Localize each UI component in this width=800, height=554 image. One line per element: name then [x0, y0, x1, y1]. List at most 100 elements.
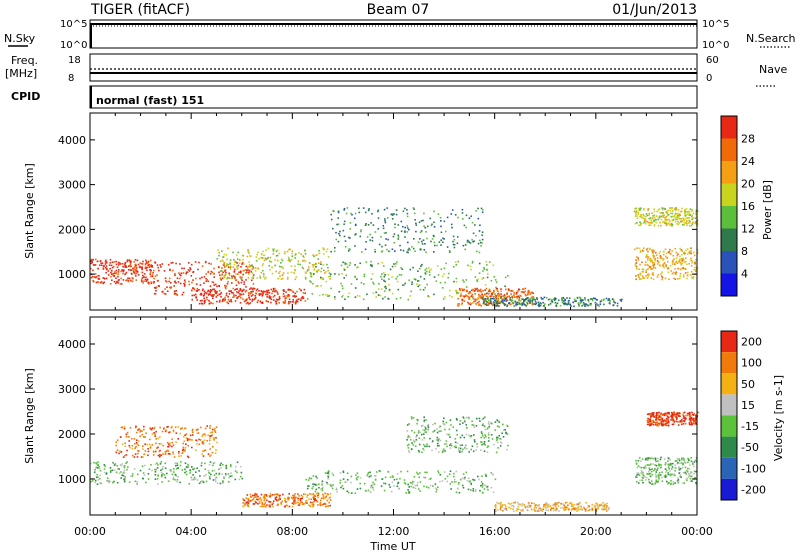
power-echo-cell: [344, 263, 346, 265]
power-echo-cell: [313, 263, 315, 266]
power-echo-cell: [662, 258, 665, 260]
power-echo-cell: [255, 292, 258, 295]
power-echo-cell: [344, 298, 346, 301]
velocity-echo-cell: [180, 461, 182, 463]
power-echo-cell: [417, 280, 420, 282]
power-echo-cell: [531, 299, 534, 302]
velocity-echo-cell: [684, 419, 686, 421]
velocity-echo-cell: [272, 505, 274, 508]
velocity-echo-cell: [218, 468, 220, 471]
power-echo-cell: [380, 288, 383, 290]
velocity-echo-cell: [169, 431, 171, 433]
velocity-echo-cell: [199, 475, 201, 477]
power-echo-cell: [94, 258, 97, 261]
power-echo-cell: [313, 269, 315, 271]
velocity-echo-cell: [147, 454, 149, 457]
power-echo-cell: [687, 253, 689, 255]
power-echo-cell: [420, 220, 423, 222]
power-echo-cell: [221, 277, 224, 279]
power-echo-cell: [298, 288, 301, 290]
power-echo-cell: [250, 279, 253, 282]
velocity-echo-cell: [655, 412, 658, 415]
velocity-echo-cell: [204, 468, 206, 471]
power-echo-cell: [562, 300, 565, 302]
velocity-echo-cell: [269, 492, 272, 495]
power-echo-cell: [110, 273, 113, 276]
velocity-echo-cell: [142, 448, 144, 450]
power-echo-cell: [511, 290, 514, 292]
velocity-echo-cell: [373, 483, 376, 485]
power-echo-cell: [201, 276, 203, 279]
power-echo-cell: [539, 304, 542, 307]
power-echo-cell: [246, 267, 249, 269]
velocity-echo-cell: [457, 483, 460, 485]
power-echo-cell: [477, 278, 479, 281]
power-echo-cell: [672, 271, 675, 274]
velocity-echo-cell: [674, 474, 676, 477]
power-echo-cell: [287, 259, 290, 262]
velocity-echo-cell: [192, 468, 194, 471]
power-echo-cell: [643, 220, 646, 223]
power-echo-cell: [359, 235, 362, 238]
velocity-echo-cell: [139, 435, 141, 437]
velocity-echo-cell: [540, 509, 542, 512]
velocity-echo-cell: [202, 480, 204, 483]
velocity-echo-cell: [346, 479, 349, 481]
power-echo-cell: [648, 217, 651, 220]
velocity-echo-cell: [292, 497, 294, 499]
power-echo-cell: [130, 260, 132, 262]
power-echo-cell: [294, 296, 296, 298]
power-echo-cell: [259, 300, 262, 303]
power-echo-cell: [397, 288, 400, 291]
power-echo-cell: [92, 258, 94, 261]
velocity-echo-cell: [187, 464, 189, 466]
velocity-echo-cell: [655, 460, 657, 463]
power-echo-cell: [332, 209, 335, 212]
velocity-echo-cell: [675, 413, 677, 415]
velocity-echo-cell: [436, 436, 439, 439]
power-echo-cell: [523, 301, 525, 303]
power-echo-cell: [437, 274, 440, 276]
nsearch-label: N.Search: [746, 32, 796, 45]
power-echo-cell: [477, 304, 480, 306]
power-echo-cell: [645, 220, 647, 222]
power-echo-cell: [663, 262, 666, 265]
power-echo-cell: [397, 234, 400, 237]
velocity-echo-cell: [120, 471, 122, 473]
velocity-echo-cell: [577, 507, 579, 509]
power-echo-cell: [206, 290, 209, 293]
velocity-echo-cell: [588, 505, 591, 508]
velocity-echo-cell: [177, 467, 179, 469]
velocity-echo-cell: [410, 448, 413, 450]
power-echo-cell: [637, 259, 640, 261]
power-echo-cell: [145, 262, 148, 264]
power-echo-cell: [294, 257, 297, 259]
velocity-echo-cell: [369, 471, 371, 474]
power-echo-cell: [135, 275, 137, 277]
power-echo-cell: [383, 279, 385, 282]
velocity-echo-cell: [648, 420, 651, 423]
power-echo-cell: [241, 276, 243, 279]
velocity-echo-cell: [657, 467, 660, 470]
velocity-echo-cell: [198, 482, 201, 485]
power-echo-cell: [482, 302, 485, 305]
velocity-echo-cell: [642, 471, 644, 474]
power-echo-cell: [304, 292, 306, 295]
power-echo-cell: [140, 278, 143, 281]
velocity-echo-cell: [664, 475, 667, 477]
velocity-echo-cell: [651, 420, 654, 422]
velocity-echo-cell: [157, 454, 160, 457]
velocity-echo-cell: [424, 431, 426, 433]
power-echo-cell: [434, 244, 436, 247]
power-echo-cell: [228, 277, 231, 279]
velocity-echo-cell: [113, 464, 116, 466]
velocity-echo-cell: [664, 420, 666, 422]
velocity-echo-cell: [294, 497, 296, 500]
power-echo-cell: [94, 264, 97, 266]
power-echo-cell: [366, 293, 368, 296]
velocity-echo-cell: [468, 480, 471, 483]
power-echo-cell: [467, 301, 469, 304]
power-echo-cell: [233, 258, 235, 261]
power-echo-cell: [253, 298, 255, 301]
velocity-echo-cell: [576, 503, 579, 506]
